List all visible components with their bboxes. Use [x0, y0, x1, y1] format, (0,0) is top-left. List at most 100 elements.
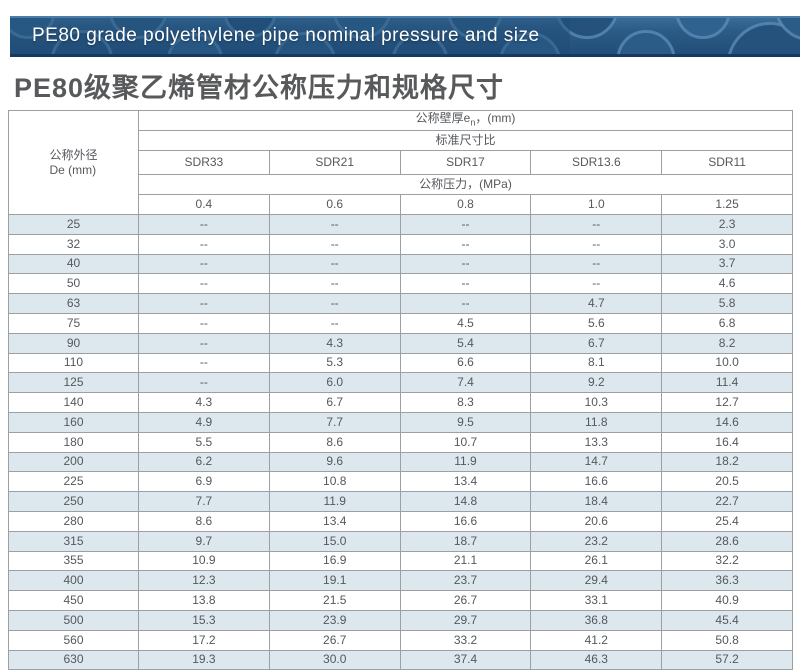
- de-cell: 40: [8, 253, 139, 275]
- thickness-cell: 11.4: [661, 372, 793, 394]
- thickness-cell: --: [268, 233, 401, 255]
- thickness-cell: 11.9: [399, 451, 532, 473]
- thickness-cell: 15.0: [268, 530, 401, 552]
- corner-header: 公称外径 De (mm): [8, 110, 139, 215]
- thickness-cell: --: [268, 253, 401, 275]
- pressure-value-header: 0.4: [138, 194, 270, 215]
- thickness-cell: 13.4: [268, 510, 401, 532]
- table-row: 315 9.7 15.0 18.7 23.2 28.6: [8, 530, 793, 552]
- thickness-cell: 21.5: [268, 590, 401, 611]
- table-row: 180 5.5 8.6 10.7 13.3 16.4: [8, 431, 793, 453]
- de-cell: 200: [8, 451, 139, 473]
- thickness-cell: 46.3: [530, 649, 663, 671]
- thickness-cell: 4.9: [138, 411, 270, 433]
- thickness-cell: --: [399, 214, 532, 235]
- thickness-cell: --: [268, 273, 401, 295]
- thickness-cell: 57.2: [661, 649, 793, 671]
- thickness-cell: 10.9: [138, 550, 270, 572]
- thickness-cell: 16.6: [399, 510, 532, 532]
- wall-thickness-prefix: 公称壁厚e: [415, 111, 471, 126]
- de-cell: 560: [8, 629, 139, 651]
- table-row: 280 8.6 13.4 16.6 20.6 25.4: [8, 510, 793, 532]
- thickness-cell: 26.7: [399, 590, 532, 611]
- thickness-cell: 36.8: [530, 609, 663, 631]
- thickness-cell: 15.3: [138, 609, 270, 631]
- de-cell: 25: [8, 214, 139, 235]
- thickness-cell: 20.6: [530, 510, 663, 532]
- thickness-cell: 9.2: [530, 372, 663, 394]
- pressure-value-header: 1.0: [530, 194, 663, 215]
- table-row: 90 -- 4.3 5.4 6.7 8.2: [8, 332, 793, 354]
- de-cell: 280: [8, 510, 139, 532]
- thickness-cell: --: [138, 312, 270, 334]
- thickness-cell: 8.1: [530, 352, 663, 374]
- thickness-cell: --: [399, 273, 532, 295]
- table-row: 160 4.9 7.7 9.5 11.8 14.6: [8, 411, 793, 433]
- thickness-cell: 33.1: [530, 590, 663, 611]
- table-row: 32 -- -- -- -- 3.0: [8, 233, 793, 255]
- table-row: 140 4.3 6.7 8.3 10.3 12.7: [8, 392, 793, 413]
- thickness-cell: 6.7: [530, 332, 663, 354]
- thickness-cell: 16.9: [268, 550, 401, 572]
- table-row: 400 12.3 19.1 23.7 29.4 36.3: [8, 570, 793, 592]
- table-row: 125 -- 6.0 7.4 9.2 11.4: [8, 372, 793, 394]
- de-cell: 50: [8, 273, 139, 295]
- de-cell: 140: [8, 392, 139, 413]
- table-row: 25 -- -- -- -- 2.3: [8, 214, 793, 235]
- thickness-cell: 36.3: [661, 570, 793, 592]
- thickness-cell: 8.2: [661, 332, 793, 354]
- thickness-cell: 50.8: [661, 629, 793, 651]
- de-cell: 225: [8, 471, 139, 493]
- pressure-group-header: 公称压力，(MPa): [138, 174, 793, 195]
- pipe-spec-table: 公称外径 De (mm) 公称壁厚en，(mm) 标准尺寸比 SDR33 SDR…: [8, 110, 793, 671]
- pressure-value-header: 1.25: [661, 194, 793, 215]
- de-cell: 125: [8, 372, 139, 394]
- thickness-cell: 6.8: [661, 312, 793, 334]
- thickness-cell: 5.8: [661, 293, 793, 314]
- sdr-column-header: SDR21: [268, 150, 401, 175]
- thickness-cell: 14.7: [530, 451, 663, 473]
- thickness-cell: 4.7: [530, 293, 663, 314]
- thickness-cell: 7.7: [138, 491, 270, 512]
- de-cell: 250: [8, 491, 139, 512]
- thickness-cell: 10.0: [661, 352, 793, 374]
- thickness-cell: --: [138, 233, 270, 255]
- table-row: 560 17.2 26.7 33.2 41.2 50.8: [8, 629, 793, 651]
- thickness-cell: 40.9: [661, 590, 793, 611]
- table-row: 63 -- -- -- 4.7 5.8: [8, 293, 793, 314]
- thickness-cell: 5.3: [268, 352, 401, 374]
- thickness-cell: 3.7: [661, 253, 793, 275]
- table-row: 50 -- -- -- -- 4.6: [8, 273, 793, 295]
- thickness-cell: --: [530, 253, 663, 275]
- thickness-cell: --: [138, 352, 270, 374]
- de-cell: 32: [8, 233, 139, 255]
- thickness-cell: 9.7: [138, 530, 270, 552]
- table-row: 630 19.3 30.0 37.4 46.3 57.2: [8, 649, 793, 671]
- sdr-column-header: SDR13.6: [530, 150, 663, 175]
- banner-title: PE80 grade polyethylene pipe nominal pre…: [32, 25, 540, 46]
- thickness-cell: 11.9: [268, 491, 401, 512]
- wall-thickness-sub: n: [470, 117, 476, 128]
- thickness-cell: 41.2: [530, 629, 663, 651]
- thickness-cell: 11.8: [530, 411, 663, 433]
- thickness-cell: 23.7: [399, 570, 532, 592]
- thickness-cell: 6.9: [138, 471, 270, 493]
- table-row: 450 13.8 21.5 26.7 33.1 40.9: [8, 590, 793, 611]
- thickness-cell: 2.3: [661, 214, 793, 235]
- thickness-cell: --: [138, 372, 270, 394]
- sdr-column-header: SDR33: [138, 150, 270, 175]
- thickness-cell: 26.7: [268, 629, 401, 651]
- pressure-value-header: 0.8: [399, 194, 532, 215]
- thickness-cell: 22.7: [661, 491, 793, 512]
- thickness-cell: 17.2: [138, 629, 270, 651]
- thickness-cell: 45.4: [661, 609, 793, 631]
- thickness-cell: 8.6: [268, 431, 401, 453]
- thickness-cell: --: [530, 273, 663, 295]
- thickness-cell: --: [138, 332, 270, 354]
- de-cell: 400: [8, 570, 139, 592]
- thickness-cell: --: [138, 253, 270, 275]
- de-cell: 180: [8, 431, 139, 453]
- de-cell: 75: [8, 312, 139, 334]
- thickness-cell: --: [268, 293, 401, 314]
